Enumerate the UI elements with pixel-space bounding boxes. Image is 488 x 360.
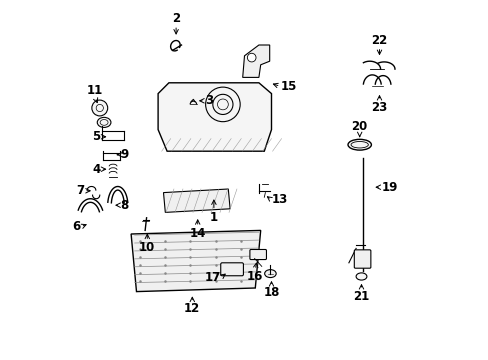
Text: 7: 7 xyxy=(76,184,84,197)
Text: 9: 9 xyxy=(120,148,128,161)
Text: 18: 18 xyxy=(263,286,279,299)
Text: 17: 17 xyxy=(204,271,221,284)
Ellipse shape xyxy=(355,273,366,280)
Circle shape xyxy=(205,87,240,122)
Polygon shape xyxy=(242,45,269,77)
Text: 19: 19 xyxy=(381,181,397,194)
Text: 23: 23 xyxy=(370,101,387,114)
Text: 8: 8 xyxy=(120,199,128,212)
Circle shape xyxy=(92,100,107,116)
Text: 2: 2 xyxy=(172,12,180,25)
Ellipse shape xyxy=(97,117,111,127)
FancyBboxPatch shape xyxy=(354,250,370,268)
Text: 5: 5 xyxy=(92,130,101,143)
Text: 10: 10 xyxy=(139,241,155,254)
Text: 6: 6 xyxy=(72,220,81,233)
Text: 22: 22 xyxy=(370,34,387,47)
Text: 11: 11 xyxy=(87,84,103,97)
Ellipse shape xyxy=(264,270,276,278)
Text: 1: 1 xyxy=(209,211,218,224)
Polygon shape xyxy=(131,230,260,292)
Text: 4: 4 xyxy=(92,163,101,176)
Text: 12: 12 xyxy=(184,302,200,315)
Polygon shape xyxy=(163,189,230,212)
FancyBboxPatch shape xyxy=(220,263,243,276)
Text: 3: 3 xyxy=(204,94,213,107)
Circle shape xyxy=(247,53,256,62)
Text: 13: 13 xyxy=(271,193,287,206)
Text: 14: 14 xyxy=(189,227,205,240)
FancyBboxPatch shape xyxy=(249,249,266,260)
Text: 16: 16 xyxy=(246,270,263,283)
Text: 20: 20 xyxy=(351,120,367,133)
Text: 21: 21 xyxy=(353,290,369,303)
Ellipse shape xyxy=(347,139,371,150)
Text: 15: 15 xyxy=(280,80,296,93)
Polygon shape xyxy=(158,83,271,151)
